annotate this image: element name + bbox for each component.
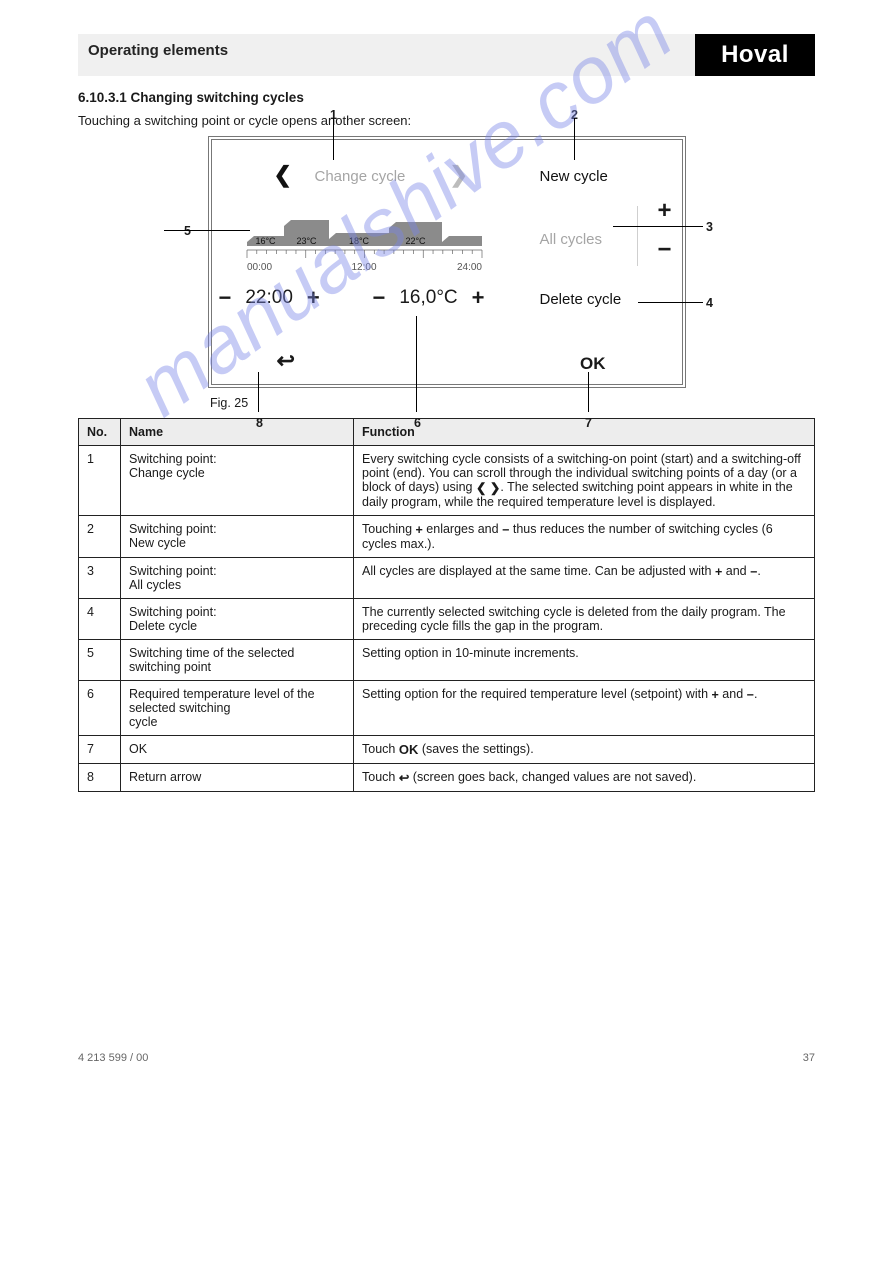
minus-icon[interactable]: − — [657, 236, 671, 264]
separator-line — [637, 206, 638, 266]
cell-function: Setting option for the required temperat… — [354, 680, 815, 735]
cell-function: Touch ↩ (screen goes back, changed value… — [354, 764, 815, 792]
temp-value: 16,0°C — [399, 287, 457, 309]
table-row: 6Required temperature level of the selec… — [79, 680, 815, 735]
cell-function: Every switching cycle consists of a swit… — [354, 446, 815, 516]
callout-8-label: 8 — [256, 416, 263, 430]
plus-icon: + — [715, 565, 722, 579]
chevron-left-icon[interactable]: ❮ — [274, 162, 292, 188]
time-plus-icon[interactable]: + — [307, 285, 320, 311]
cell-number: 4 — [79, 598, 121, 639]
cell-function: Touching + enlarges and − thus reduces t… — [354, 516, 815, 558]
page-header: Hoval Operating elements — [78, 34, 815, 76]
back-icon: ↩ — [399, 770, 409, 785]
cell-number: 6 — [79, 680, 121, 735]
timeline-chart: 16°C 23°C 18°C 22°C 00:00 12:00 24:00 — [241, 202, 494, 272]
figure-caption: Fig. 25 — [210, 396, 815, 410]
temp-plus-icon[interactable]: + — [472, 285, 485, 311]
col-no: No. — [79, 419, 121, 446]
callout-line — [588, 372, 589, 412]
table-row: 8Return arrowTouch ↩ (screen goes back, … — [79, 764, 815, 792]
new-cycle-button[interactable]: New cycle — [540, 168, 608, 185]
ok-button[interactable]: OK — [580, 354, 606, 374]
minus-icon: − — [502, 523, 509, 537]
callout-5-label: 5 — [184, 224, 191, 238]
table-row: 3Switching point:All cyclesAll cycles ar… — [79, 557, 815, 598]
cell-name: Return arrow — [121, 764, 354, 792]
table-row: 5Switching time of the selected switchin… — [79, 639, 815, 680]
plus-icon[interactable]: + — [657, 197, 671, 225]
callout-3-label: 3 — [706, 220, 713, 234]
footer-page-number: 37 — [803, 1052, 815, 1064]
col-function: Function — [354, 419, 815, 446]
plus-icon: + — [712, 688, 719, 702]
table-row: 4Switching point:Delete cycleThe current… — [79, 598, 815, 639]
cell-number: 5 — [79, 639, 121, 680]
callout-line — [416, 316, 417, 412]
cell-number: 8 — [79, 764, 121, 792]
time-minus-icon[interactable] — [219, 285, 232, 311]
callout-line — [613, 226, 703, 227]
svg-text:18°C: 18°C — [348, 236, 369, 246]
chevron-right-icon[interactable]: ❯ — [450, 162, 468, 188]
table-header-row: No. Name Function — [79, 419, 815, 446]
minus-icon: − — [747, 688, 754, 702]
cell-number: 7 — [79, 735, 121, 763]
svg-text:22°C: 22°C — [405, 236, 426, 246]
col-name: Name — [121, 419, 354, 446]
change-cycle-label: Change cycle — [315, 168, 406, 185]
lead-title: 6.10.3.1 Changing switching cycles — [78, 90, 815, 105]
svg-text:24:00: 24:00 — [456, 262, 481, 272]
callout-7-label: 7 — [585, 416, 592, 430]
cell-number: 2 — [79, 516, 121, 558]
back-icon[interactable]: ↩ — [277, 348, 295, 374]
cell-number: 1 — [79, 446, 121, 516]
callout-line — [638, 302, 703, 303]
callout-line — [574, 118, 575, 160]
cell-function: The currently selected switching cycle i… — [354, 598, 815, 639]
page-footer: 4 213 599 / 00 37 — [78, 1052, 815, 1064]
table-row: 2Switching point:New cycleTouching + enl… — [79, 516, 815, 558]
plus-icon: + — [416, 523, 423, 537]
cell-name: Switching point:Delete cycle — [121, 598, 354, 639]
cell-function: Touch OK (saves the settings). — [354, 735, 815, 763]
cell-name: Switching point:Change cycle — [121, 446, 354, 516]
cell-function: Setting option in 10-minute increments. — [354, 639, 815, 680]
table-row: 1Switching point:Change cycleEvery switc… — [79, 446, 815, 516]
cell-number: 3 — [79, 557, 121, 598]
table-row: 7OKTouch OK (saves the settings). — [79, 735, 815, 763]
ok-icon: OK — [399, 742, 419, 757]
callout-6-label: 6 — [414, 416, 421, 430]
device-screen: ❮ Change cycle ❯ New cycle All cycles + … — [208, 136, 686, 388]
svg-text:12:00: 12:00 — [351, 262, 376, 272]
temp-minus-icon[interactable] — [373, 285, 386, 311]
svg-text:00:00: 00:00 — [247, 262, 272, 272]
cell-function: All cycles are displayed at the same tim… — [354, 557, 815, 598]
description-table: No. Name Function 1Switching point:Chang… — [78, 418, 815, 792]
cell-name: Switching time of the selected switching… — [121, 639, 354, 680]
minus-icon: − — [750, 565, 757, 579]
device-panel-wrapper: 1 2 3 4 5 6 7 8 ❮ Change cycle ❯ New cyc… — [78, 136, 815, 388]
delete-cycle-button[interactable]: Delete cycle — [540, 291, 622, 308]
cell-name: Required temperature level of the select… — [121, 680, 354, 735]
footer-doc-id: 4 213 599 / 00 — [78, 1052, 148, 1064]
lead-subtitle: Touching a switching point or cycle open… — [78, 113, 815, 128]
cell-name: Switching point:New cycle — [121, 516, 354, 558]
callout-line — [164, 230, 250, 231]
callout-line — [333, 118, 334, 160]
brand-badge: Hoval — [695, 34, 815, 76]
cell-name: Switching point:All cycles — [121, 557, 354, 598]
all-cycles-button[interactable]: All cycles — [540, 231, 603, 248]
callout-4-label: 4 — [706, 296, 713, 310]
scroll-icons: ❮ ❯ — [476, 480, 500, 495]
time-value: 22:00 — [245, 287, 293, 309]
cell-name: OK — [121, 735, 354, 763]
svg-text:23°C: 23°C — [296, 236, 317, 246]
callout-line — [258, 372, 259, 412]
svg-text:16°C: 16°C — [255, 236, 276, 246]
section-title: Operating elements — [88, 42, 228, 59]
